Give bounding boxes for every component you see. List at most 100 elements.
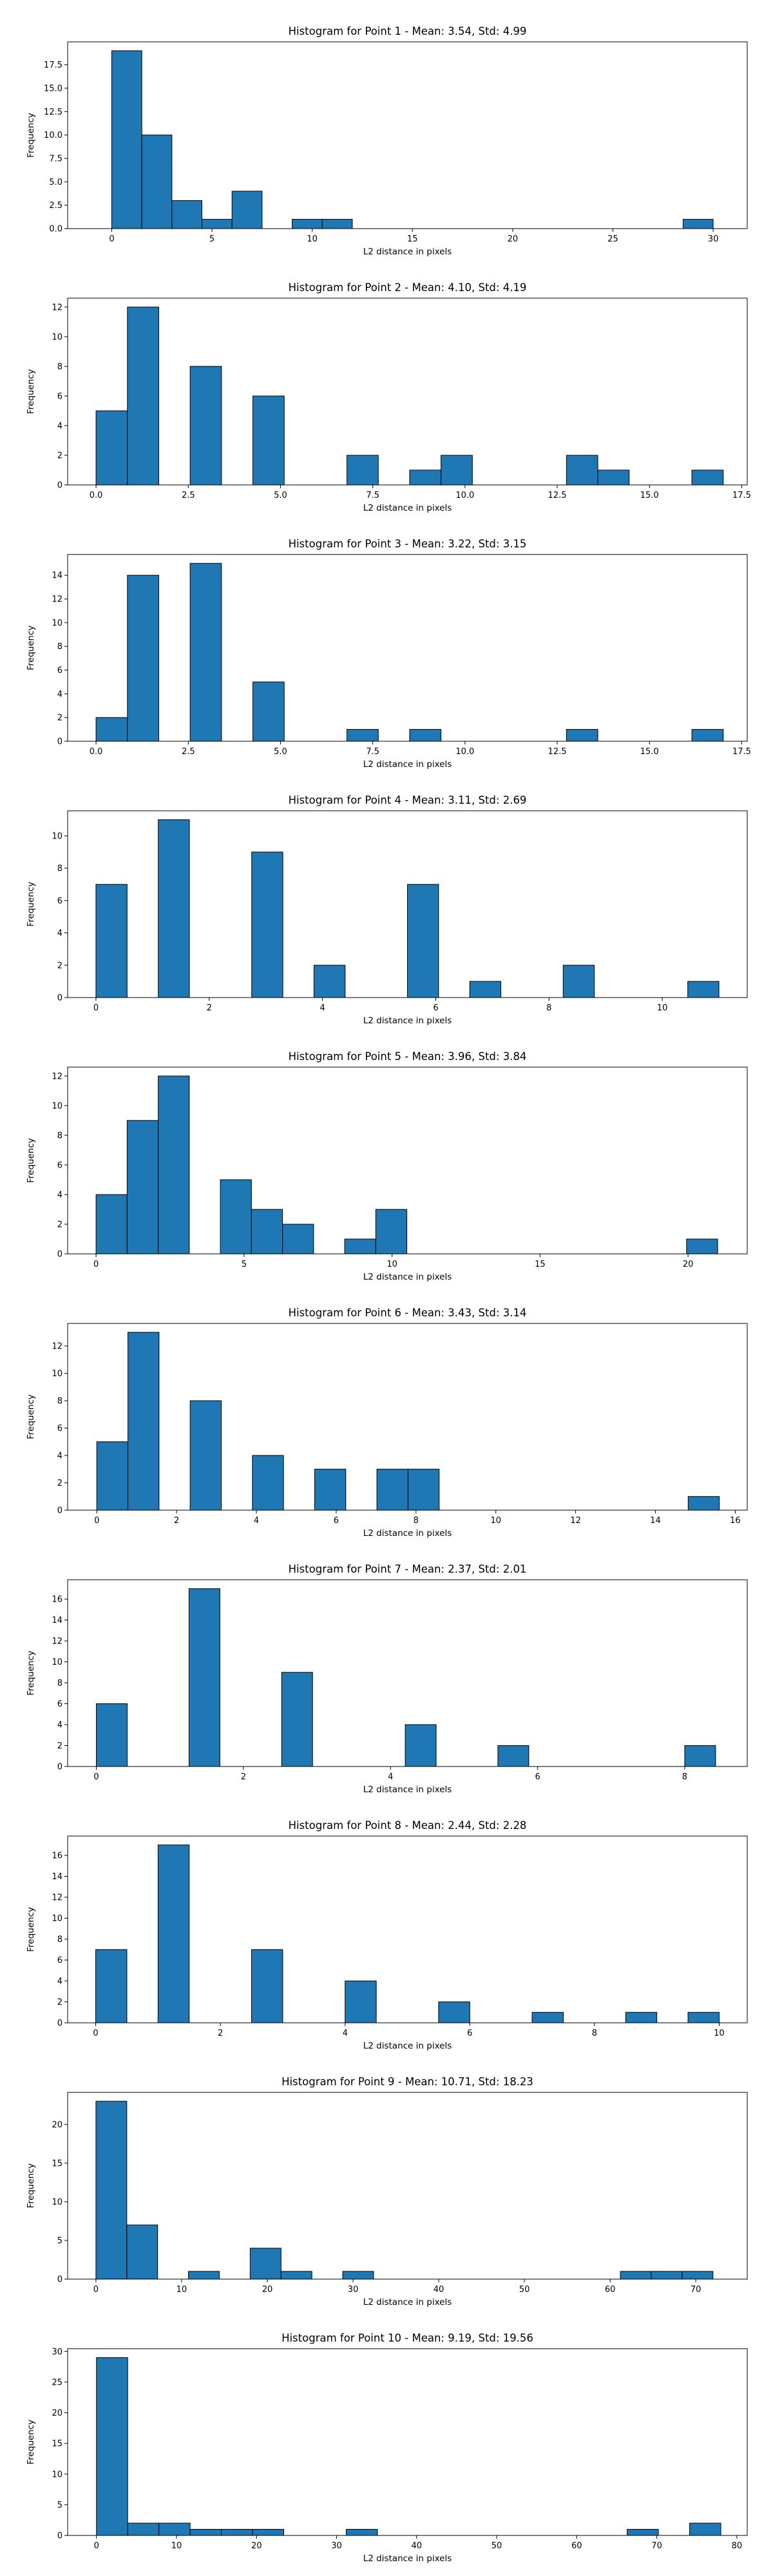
x-tick-label: 10.0 bbox=[455, 747, 474, 757]
y-tick-label: 8 bbox=[57, 642, 62, 652]
y-tick-label: 8 bbox=[57, 1679, 62, 1689]
y-tick-label: 10 bbox=[52, 831, 62, 841]
y-tick-label: 12 bbox=[52, 595, 62, 605]
histogram-bar bbox=[127, 2523, 160, 2536]
histogram-bar bbox=[95, 410, 128, 486]
y-axis-label: Frequency bbox=[26, 369, 36, 414]
y-tick-label: 10 bbox=[52, 2470, 62, 2479]
x-tick-label: 25 bbox=[607, 234, 618, 244]
plot-frame bbox=[67, 1579, 748, 1767]
x-tick-label: 0 bbox=[93, 1003, 99, 1013]
chart-title: Histogram for Point 3 - Mean: 3.22, Std:… bbox=[289, 538, 527, 550]
chart-title: Histogram for Point 9 - Mean: 10.71, Std… bbox=[282, 2076, 533, 2088]
histogram-bar bbox=[597, 469, 630, 486]
y-tick-label: 8 bbox=[57, 864, 62, 874]
x-tick-label: 60 bbox=[571, 2541, 582, 2551]
y-tick-label: 2 bbox=[57, 1479, 62, 1488]
y-tick-label: 0 bbox=[57, 1250, 62, 1260]
x-tick-label: 8 bbox=[414, 1516, 419, 1526]
histogram-bar bbox=[96, 1703, 128, 1767]
y-tick-label: 12 bbox=[52, 1072, 62, 1081]
histogram-bar bbox=[189, 563, 222, 742]
histogram-bar bbox=[95, 2101, 128, 2280]
histogram-panel-4: Histogram for Point 4 - Mean: 3.11, Std:… bbox=[26, 794, 748, 1026]
y-axis-label: Frequency bbox=[26, 882, 36, 927]
histogram-bar bbox=[128, 1332, 160, 1511]
x-tick-label: 10 bbox=[714, 2029, 725, 2038]
x-tick-label: 10 bbox=[386, 1260, 397, 1269]
histogram-panel-10: Histogram for Point 10 - Mean: 9.19, Std… bbox=[26, 2332, 748, 2564]
histogram-panel-7: Histogram for Point 7 - Mean: 2.37, Std:… bbox=[26, 1563, 748, 1795]
x-tick-label: 0 bbox=[93, 2029, 98, 2038]
x-tick-label: 20 bbox=[251, 2541, 262, 2551]
x-tick-label: 50 bbox=[491, 2541, 502, 2551]
x-axis-label: L2 distance in pixels bbox=[363, 2041, 452, 2051]
chart-title: Histogram for Point 5 - Mean: 3.96, Std:… bbox=[289, 1050, 527, 1063]
y-tick-label: 8 bbox=[57, 362, 62, 372]
x-axis-label: L2 distance in pixels bbox=[363, 247, 452, 257]
x-tick-label: 0 bbox=[93, 1260, 99, 1269]
histogram-bar bbox=[251, 1949, 283, 2023]
histogram-bar bbox=[127, 574, 159, 742]
x-tick-label: 2.5 bbox=[182, 747, 195, 757]
plot-frame bbox=[67, 298, 748, 486]
y-tick-label: 25 bbox=[52, 2378, 62, 2387]
x-tick-label: 4 bbox=[343, 2029, 348, 2038]
y-tick-label: 2 bbox=[57, 1220, 62, 1229]
x-tick-label: 5.0 bbox=[274, 491, 287, 500]
y-tick-label: 20 bbox=[52, 2120, 62, 2130]
x-tick-label: 2 bbox=[218, 2029, 223, 2038]
x-axis-label: L2 distance in pixels bbox=[363, 1785, 452, 1795]
histogram-panel-1: Histogram for Point 1 - Mean: 3.54, Std:… bbox=[26, 25, 748, 257]
x-tick-label: 2 bbox=[241, 1772, 246, 1782]
chart-title: Histogram for Point 1 - Mean: 3.54, Std:… bbox=[289, 25, 527, 37]
chart-title: Histogram for Point 7 - Mean: 2.37, Std:… bbox=[289, 1563, 527, 1575]
chart-title: Histogram for Point 6 - Mean: 3.43, Std:… bbox=[289, 1307, 527, 1319]
y-tick-label: 14 bbox=[52, 571, 62, 581]
histogram-bar bbox=[687, 2012, 720, 2023]
x-tick-label: 7.5 bbox=[366, 491, 379, 500]
x-tick-label: 6 bbox=[535, 1772, 540, 1782]
y-tick-label: 5 bbox=[57, 2236, 62, 2246]
y-tick-label: 12.5 bbox=[44, 108, 62, 117]
x-axis-label: L2 distance in pixels bbox=[363, 2553, 452, 2564]
y-tick-label: 2 bbox=[57, 714, 62, 723]
x-tick-label: 15 bbox=[407, 234, 418, 244]
plot-frame bbox=[67, 2092, 748, 2280]
histogram-bar bbox=[651, 2271, 683, 2280]
histogram-bar bbox=[687, 981, 720, 998]
histogram-bar bbox=[252, 2528, 285, 2536]
histogram-bar bbox=[126, 2224, 158, 2280]
histogram-bar bbox=[141, 135, 173, 229]
x-tick-label: 20 bbox=[508, 234, 519, 244]
histogram-bar bbox=[126, 1120, 159, 1255]
y-tick-label: 6 bbox=[57, 392, 62, 401]
chart-title: Histogram for Point 8 - Mean: 2.44, Std:… bbox=[289, 1819, 527, 1832]
histogram-bar bbox=[689, 2523, 721, 2536]
histogram-bar bbox=[409, 469, 442, 486]
y-tick-label: 2 bbox=[57, 451, 62, 460]
x-tick-label: 2 bbox=[174, 1516, 179, 1526]
x-tick-label: 15 bbox=[535, 1260, 546, 1269]
y-tick-label: 12 bbox=[52, 1342, 62, 1352]
x-tick-label: 14 bbox=[650, 1516, 661, 1526]
histogram-bar bbox=[566, 455, 598, 486]
x-tick-label: 20 bbox=[262, 2285, 273, 2295]
y-tick-label: 6 bbox=[57, 1956, 62, 1965]
x-tick-label: 16 bbox=[730, 1516, 741, 1526]
y-tick-label: 2.5 bbox=[49, 201, 62, 211]
histogram-bar bbox=[620, 2271, 652, 2280]
histogram-bar bbox=[202, 218, 233, 229]
x-tick-label: 0 bbox=[93, 2285, 99, 2295]
histogram-bar bbox=[188, 1588, 220, 1767]
y-tick-label: 0 bbox=[57, 994, 62, 1003]
x-tick-label: 15.0 bbox=[640, 491, 659, 500]
y-tick-label: 16 bbox=[52, 1595, 62, 1605]
y-tick-label: 10 bbox=[52, 618, 62, 628]
histogram-bar bbox=[441, 455, 473, 486]
histogram-bar bbox=[188, 2271, 220, 2280]
histogram-bar bbox=[682, 2271, 714, 2280]
x-tick-label: 70 bbox=[691, 2285, 701, 2295]
histogram-panel-9: Histogram for Point 9 - Mean: 10.71, Std… bbox=[26, 2076, 748, 2307]
x-tick-label: 7.5 bbox=[366, 747, 379, 757]
